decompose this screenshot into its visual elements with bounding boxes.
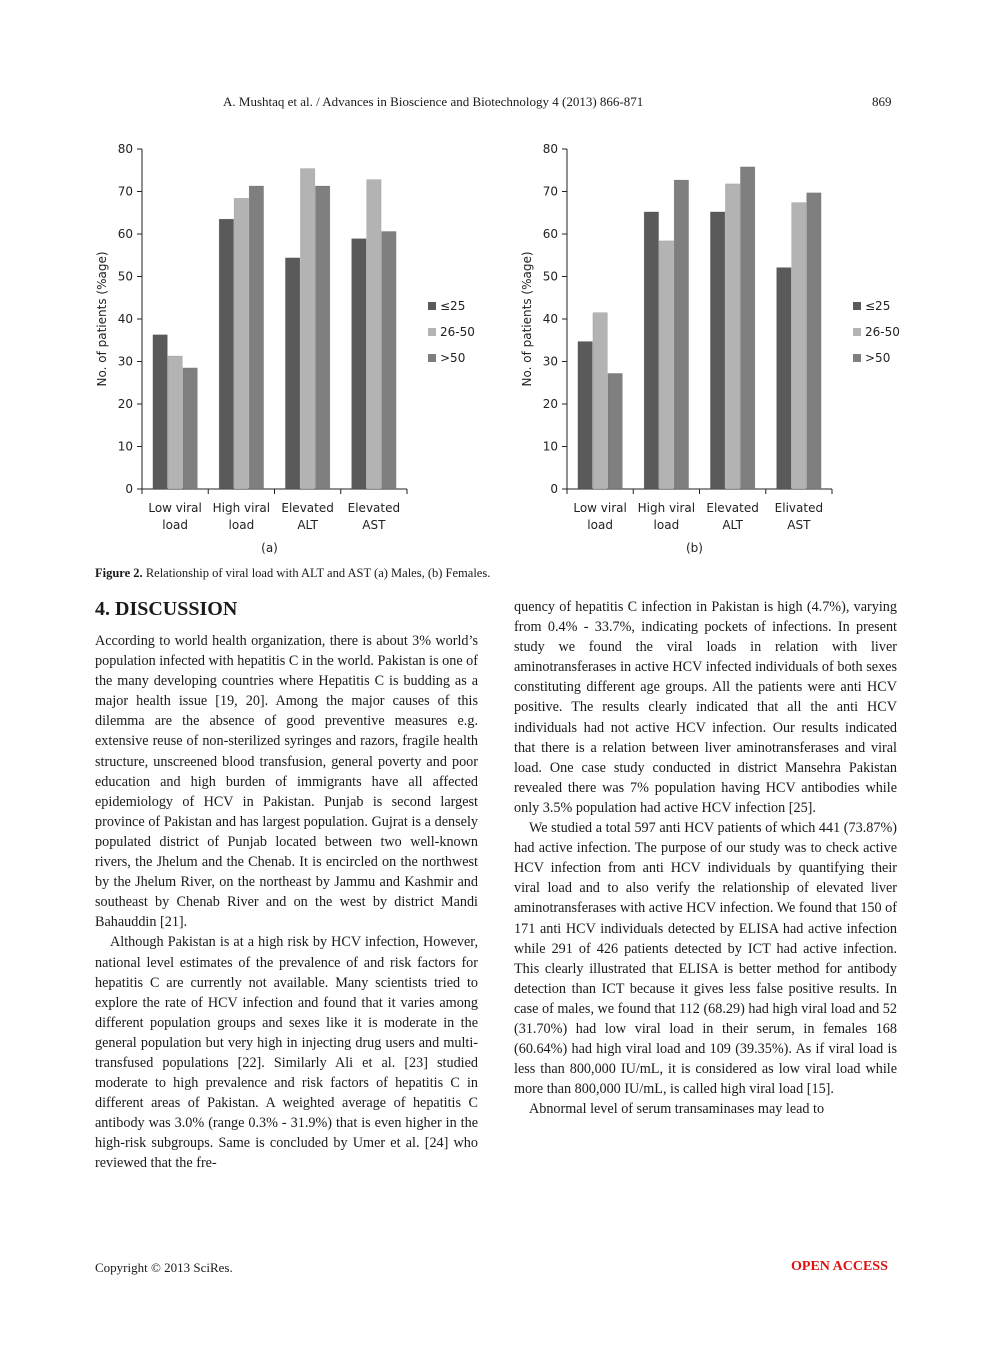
panel-label: (a) bbox=[261, 541, 278, 555]
y-tick-label: 20 bbox=[118, 397, 133, 411]
bar bbox=[725, 183, 741, 490]
bar bbox=[366, 179, 382, 490]
bar bbox=[592, 312, 608, 490]
figure-caption: Figure 2. Relationship of viral load wit… bbox=[95, 566, 490, 581]
legend-swatch bbox=[428, 354, 436, 362]
y-tick-label: 60 bbox=[543, 227, 558, 241]
x-tick-label: load bbox=[229, 518, 255, 532]
left-column: According to world health organization, … bbox=[95, 631, 478, 1174]
bar bbox=[658, 240, 674, 490]
legend-label: >50 bbox=[865, 351, 890, 365]
bar bbox=[167, 355, 183, 490]
figure-label: Figure 2. bbox=[95, 566, 143, 580]
bar bbox=[776, 267, 792, 490]
copyright: Copyright © 2013 SciRes. bbox=[95, 1260, 233, 1275]
bar bbox=[710, 211, 726, 490]
paragraph: Although Pakistan is at a high risk by H… bbox=[95, 934, 478, 1172]
x-tick-label: Elivated bbox=[775, 501, 823, 515]
x-tick-label: Elevated bbox=[348, 501, 400, 515]
bar-chart-males: 0 10 20 30 40 50 60 70 80 Low viral load High viral… bbox=[90, 140, 490, 565]
bar bbox=[577, 341, 593, 490]
y-tick-label: 50 bbox=[118, 270, 133, 284]
y-tick-label: 0 bbox=[550, 482, 558, 496]
y-tick-label: 0 bbox=[125, 482, 133, 496]
paragraph: We studied a total 597 anti HCV patients… bbox=[514, 820, 897, 1098]
journal-citation: A. Mushtaq et al. / Advances in Bioscien… bbox=[223, 94, 644, 109]
y-tick-label: 70 bbox=[543, 185, 558, 199]
y-tick-label: 40 bbox=[543, 312, 558, 326]
legend-swatch bbox=[428, 328, 436, 336]
page-number: 869 bbox=[872, 94, 892, 109]
y-tick-label: 10 bbox=[543, 440, 558, 454]
y-tick-label: 30 bbox=[543, 355, 558, 369]
right-column: quency of hepatitis C infection in Pakis… bbox=[514, 597, 897, 1119]
y-tick-label: 80 bbox=[118, 142, 133, 156]
bar bbox=[740, 166, 756, 490]
x-tick-label: Low viral bbox=[148, 501, 202, 515]
bar bbox=[806, 192, 822, 490]
legend-swatch bbox=[853, 328, 861, 336]
legend-label: >50 bbox=[440, 351, 465, 365]
open-access-badge: OPEN ACCESS bbox=[791, 1259, 888, 1274]
legend-label: 26-50 bbox=[440, 325, 475, 339]
y-tick-label: 70 bbox=[118, 185, 133, 199]
legend-label: ≤25 bbox=[440, 299, 465, 313]
bar bbox=[791, 202, 807, 490]
bar bbox=[315, 185, 331, 490]
section-heading: 4. DISCUSSION bbox=[95, 598, 238, 620]
bar bbox=[381, 231, 397, 490]
x-tick-label: High viral bbox=[638, 501, 695, 515]
x-tick-label: load bbox=[587, 518, 613, 532]
x-tick-label: ALT bbox=[722, 518, 743, 532]
bar bbox=[673, 179, 689, 490]
paragraph: quency of hepatitis C infection in Pakis… bbox=[514, 599, 897, 816]
bar-chart-females: 0 10 20 30 40 50 60 70 80 Low viral load High viral… bbox=[515, 140, 915, 565]
figure-caption-text: Relationship of viral load with ALT and … bbox=[142, 566, 491, 580]
panel-label: (b) bbox=[686, 541, 703, 555]
x-tick-label: Elevated bbox=[706, 501, 758, 515]
x-tick-label: High viral bbox=[213, 501, 270, 515]
x-tick-label: Low viral bbox=[573, 501, 627, 515]
bar bbox=[607, 373, 623, 490]
bar bbox=[285, 257, 301, 490]
x-tick-label: ALT bbox=[297, 518, 318, 532]
bar bbox=[248, 185, 264, 490]
bar bbox=[300, 168, 316, 490]
x-tick-label: Elevated bbox=[281, 501, 333, 515]
bar bbox=[351, 238, 367, 490]
y-axis-label: No. of patients (%age) bbox=[520, 251, 534, 386]
legend-swatch bbox=[853, 302, 861, 310]
y-tick-label: 30 bbox=[118, 355, 133, 369]
y-tick-label: 10 bbox=[118, 440, 133, 454]
legend-label: 26-50 bbox=[865, 325, 900, 339]
paragraph: According to world health organization, … bbox=[95, 633, 479, 931]
x-tick-label: AST bbox=[362, 518, 386, 532]
legend-label: ≤25 bbox=[865, 299, 890, 313]
x-tick-label: load bbox=[162, 518, 188, 532]
y-tick-label: 20 bbox=[543, 397, 558, 411]
y-tick-label: 50 bbox=[543, 270, 558, 284]
bar bbox=[233, 197, 249, 490]
y-tick-label: 60 bbox=[118, 227, 133, 241]
paragraph: Abnormal level of serum transaminases ma… bbox=[529, 1101, 825, 1118]
bar bbox=[182, 367, 198, 490]
bar bbox=[643, 211, 659, 490]
bar bbox=[152, 334, 168, 490]
legend-swatch bbox=[853, 354, 861, 362]
y-tick-label: 40 bbox=[118, 312, 133, 326]
y-tick-label: 80 bbox=[543, 142, 558, 156]
legend-swatch bbox=[428, 302, 436, 310]
x-tick-label: AST bbox=[787, 518, 811, 532]
bar bbox=[218, 218, 234, 490]
x-tick-label: load bbox=[654, 518, 680, 532]
y-axis-label: No. of patients (%age) bbox=[95, 251, 109, 386]
